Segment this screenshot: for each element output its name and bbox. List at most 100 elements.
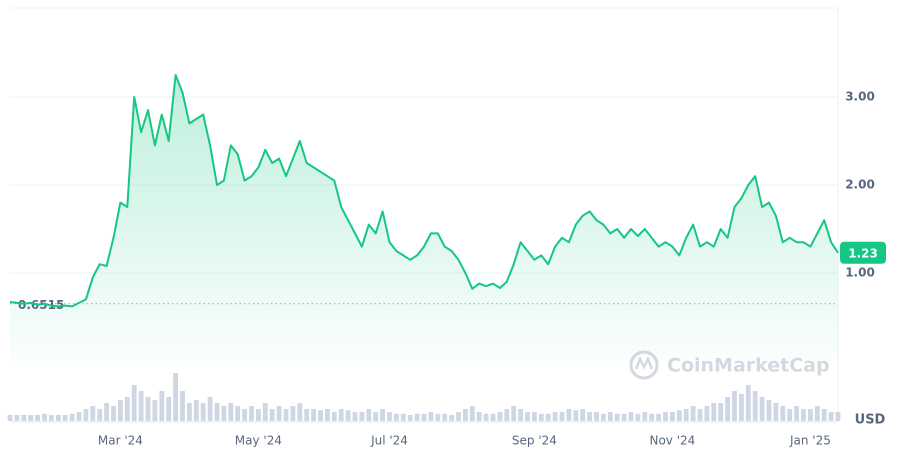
volume-bar [600,413,606,421]
volume-bar [7,415,13,421]
volume-bar [476,412,482,421]
volume-bar [83,409,89,421]
volume-bar [566,409,572,421]
volume-bar [490,413,496,421]
volume-bar [97,409,103,421]
volume-bar [21,415,27,421]
x-tick-label: Nov '24 [649,434,695,448]
volume-bar [90,406,96,421]
volume-bar [649,413,655,421]
volume-bar [173,373,179,421]
volume-bar [400,413,406,421]
volume-bar [766,400,772,421]
volume-bar [745,385,751,421]
last-value-badge [840,241,886,264]
volume-bar [538,413,544,421]
watermark-logo-mark [634,355,654,370]
volume-bar [559,412,565,421]
volume-bar [76,412,82,421]
volume-bar [704,406,710,421]
volume-bar [497,412,503,421]
volume-bar [345,410,351,421]
volume-bar [117,400,123,421]
volume-bar [255,409,261,421]
volume-bar [297,403,303,421]
volume-bar [821,409,827,421]
volume-bar [421,413,427,421]
volume-bar [669,412,675,421]
volume-bar [442,413,448,421]
volume-bar [552,412,558,421]
volume-bar [262,403,268,421]
volume-bar [131,385,137,421]
volume-bar [104,403,110,421]
volume-bar [787,409,793,421]
volume-bar [14,415,20,421]
volume-bar [373,412,379,421]
volume-bar [469,406,475,421]
volume-bar [711,403,717,421]
volume-bar [276,406,282,421]
volume-bar [48,415,54,421]
volume-bar [683,409,689,421]
volume-bar [835,412,841,421]
price-line [9,74,839,308]
volume-bar [435,413,441,421]
volume-bar [228,403,234,421]
volume-bar [249,406,254,421]
volume-bar [283,409,289,421]
volume-bar [200,403,206,421]
volume-bar [511,406,517,421]
y-tick-label: 3.00 [845,90,875,104]
x-tick-label: May '24 [235,434,282,448]
volume-bar [352,412,358,421]
volume-bar [207,397,213,421]
volume-bar [690,406,696,421]
volume-bar [214,403,220,421]
volume-bar [428,412,434,421]
volume-bar [290,406,296,421]
volume-bar [807,409,813,421]
volume-bar [331,412,337,421]
volume-bar [573,410,579,421]
volume-bar [138,391,144,421]
volume-bar [738,394,744,421]
volume-bar [124,397,130,421]
volume-bar [794,406,800,421]
volume-bar [607,412,613,421]
volume-bar [359,412,365,421]
volume-bar [311,409,317,421]
volume-bar [62,415,68,421]
currency-label: USD [855,413,886,428]
volume-bar [324,409,330,421]
volume-bar [635,413,641,421]
volume-bar [269,409,275,421]
volume-bar [366,409,372,421]
volume-bar [235,406,241,421]
y-tick-label: 2.00 [845,178,875,192]
volume-bar [152,400,158,421]
volume-bar [531,412,537,421]
volume-bar [35,415,41,421]
volume-bar [725,397,731,421]
volume-bar [773,403,779,421]
volume-bar [193,400,199,421]
volume-bar [111,406,116,421]
volume-bar [525,412,530,421]
x-tick-label: Sep '24 [512,434,557,448]
volume-bar [614,413,620,421]
volume-bar [483,413,489,421]
volume-bar [393,413,399,421]
volume-bar [676,410,682,421]
volume-bar [449,415,455,421]
volume-bar [55,415,61,421]
volume-bar [145,397,151,421]
volume-bar [414,413,420,421]
volume-bar [180,391,185,421]
last-value-label: 1.23 [848,246,878,260]
volume-bar [828,412,834,421]
volume-bar [642,412,648,421]
volume-bar [518,409,524,421]
volume-bar [814,406,820,421]
